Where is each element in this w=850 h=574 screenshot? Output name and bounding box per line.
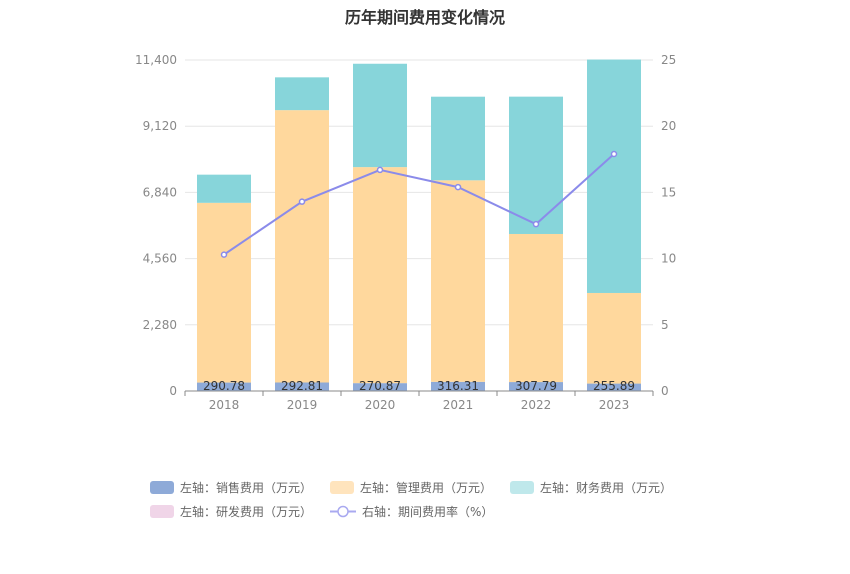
legend-label-finance: 左轴：财务费用（万元）: [540, 480, 673, 495]
legend-item-finance[interactable]: 左轴：财务费用（万元）: [510, 479, 672, 496]
legend-label-rate: 右轴：期间费用率（%）: [362, 504, 494, 519]
legend-label-rd: 左轴：研发费用（万元）: [180, 504, 313, 519]
right-tick-label: 5: [661, 318, 669, 332]
right-tick-label: 0: [661, 384, 669, 398]
x-tick-label-2021: 2021: [443, 398, 474, 412]
left-tick-label: 2,280: [143, 318, 177, 332]
rate-point-2018: [220, 251, 228, 258]
x-tick-label-2019: 2019: [287, 398, 318, 412]
bar-segment-1-2020: [353, 167, 407, 384]
bar-segment-1-2021: [431, 180, 485, 382]
bar-segment-2-2020: [353, 63, 407, 168]
legend-label-sales: 左轴：销售费用（万元）: [180, 480, 313, 495]
x-tick-label-2022: 2022: [521, 398, 552, 412]
bar-labels: 290.78 292.81 270.87 316.31 307.79 255.89: [203, 379, 635, 393]
left-tick-label: 4,560: [143, 252, 177, 266]
bar-segment-2-2023: [587, 59, 641, 293]
legend-row-1: 左轴：销售费用（万元） 左轴：管理费用（万元） 左轴：财务费用（万元）: [150, 476, 710, 498]
x-axis: 2018 2019 2020 2021 2022 2023: [184, 390, 654, 412]
bar-segment-0-2022: [509, 382, 563, 391]
left-tick-label: 9,120: [143, 119, 177, 133]
bar-segment-1-2023: [587, 292, 641, 384]
legend-item-admin[interactable]: 左轴：管理费用（万元）: [330, 479, 492, 496]
right-tick-label: 25: [661, 53, 676, 67]
bar-value-label-2022: 307.79: [515, 379, 557, 393]
chart-title: 历年期间费用变化情况: [344, 8, 505, 27]
rate-line-path: [223, 153, 615, 256]
legend-line-rate-icon: [330, 505, 357, 517]
bar-value-label-2021: 316.31: [437, 379, 479, 393]
legend-item-rate[interactable]: 右轴：期间费用率（%）: [330, 503, 493, 520]
bar-value-label-2020: 270.87: [359, 379, 401, 393]
bar-segment-0-2018: [197, 382, 251, 391]
bar-value-label-2023: 255.89: [593, 379, 635, 393]
right-tick-label: 15: [661, 185, 676, 199]
left-tick-label: 6,840: [143, 185, 177, 199]
left-tick-label: 11,400: [135, 53, 177, 67]
bar-segment-0-2020: [353, 383, 407, 391]
bar-segment-2-2022: [509, 96, 563, 234]
legend-swatch-finance: [510, 480, 535, 494]
left-tick-label: 0: [169, 384, 177, 398]
legend-row-2: 左轴：研发费用（万元） 右轴：期间费用率（%）: [150, 500, 710, 522]
bars: [197, 59, 641, 391]
legend-swatch-sales: [150, 480, 174, 494]
x-tick-label-2023: 2023: [599, 398, 630, 412]
bar-segment-1-2018: [197, 202, 251, 383]
grid-lines: [185, 59, 653, 326]
rate-point-2022: [532, 220, 540, 228]
legend-item-rd[interactable]: 左轴：研发费用（万元）: [150, 503, 312, 520]
bar-segment-2-2019: [275, 77, 329, 111]
rate-point-2023: [610, 150, 618, 158]
bar-segment-1-2022: [509, 233, 563, 383]
rate-line: [220, 150, 618, 258]
bar-value-label-2019: 292.81: [281, 379, 323, 393]
left-axis-ticks: 0 2,280 4,560 6,840 9,120 11,400: [135, 53, 177, 398]
bar-segment-0-2023: [587, 383, 641, 391]
bar-segment-1-2019: [275, 110, 329, 383]
right-tick-label: 20: [661, 119, 676, 133]
x-tick-label-2018: 2018: [209, 398, 240, 412]
legend-label-admin: 左轴：管理费用（万元）: [360, 480, 493, 495]
right-axis-ticks: 0 5 10 15 20 25: [661, 53, 676, 398]
rate-point-2021: [454, 183, 462, 191]
legend: 左轴：销售费用（万元） 左轴：管理费用（万元） 左轴：财务费用（万元） 左轴：研…: [150, 476, 710, 524]
legend-swatch-rd: [150, 504, 174, 518]
x-tick-label-2020: 2020: [365, 398, 396, 412]
bar-value-label-2018: 290.78: [203, 379, 245, 393]
legend-item-sales[interactable]: 左轴：销售费用（万元）: [150, 479, 312, 496]
right-tick-label: 10: [661, 252, 676, 266]
bar-segment-0-2021: [431, 381, 485, 391]
rate-point-2019: [298, 198, 306, 205]
bar-segment-2-2021: [431, 96, 485, 181]
bar-segment-2-2018: [197, 174, 251, 203]
rate-point-2020: [376, 166, 384, 174]
bar-segment-0-2019: [275, 382, 329, 391]
legend-swatch-admin: [330, 480, 355, 494]
